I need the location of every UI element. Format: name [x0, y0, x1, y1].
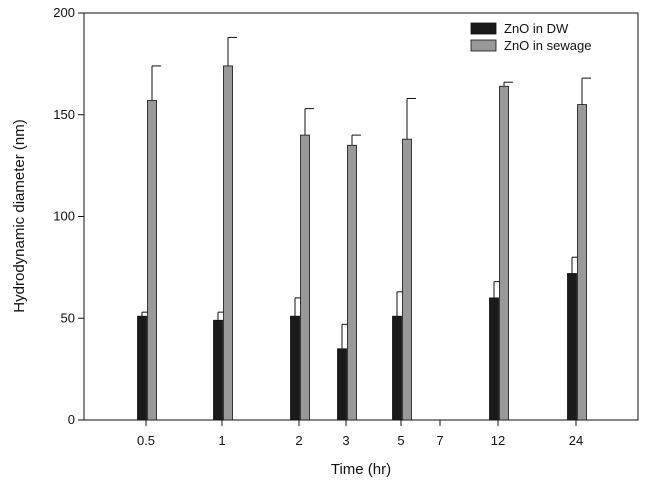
x-tick-label: 2 [295, 433, 302, 448]
x-tick-label: 5 [397, 433, 404, 448]
bar-dw [290, 315, 300, 421]
y-axis-ticks: 0 50 100 150 200 [53, 5, 84, 427]
legend-label: ZnO in sewage [504, 38, 591, 53]
bar-dw [567, 273, 577, 421]
bar-sewage [147, 100, 157, 421]
bar-sewage [499, 85, 509, 421]
x-tick-label: 7 [436, 433, 443, 448]
bar-sewage [577, 104, 587, 421]
x-tick-label: 1 [218, 433, 225, 448]
plot-area [83, 12, 639, 421]
bar-sewage [300, 134, 310, 421]
x-tick-label: 3 [342, 433, 349, 448]
plot-frame [83, 12, 639, 421]
bar-dw [337, 348, 347, 421]
x-axis-ticks: 0.5 1 2 3 5 7 12 24 [137, 420, 583, 448]
bar-dw [213, 319, 223, 421]
bar-dw [392, 315, 402, 421]
y-tick-label: 150 [53, 107, 75, 122]
y-axis-title: Hydrodynamic diameter (nm) [11, 119, 28, 312]
y-tick-label: 100 [53, 209, 75, 224]
bar-sewage [402, 138, 412, 421]
legend-swatch [470, 22, 497, 35]
y-tick-label: 0 [68, 412, 75, 427]
x-tick-label: 0.5 [137, 433, 155, 448]
y-tick-label: 50 [61, 310, 75, 325]
bar-sewage [223, 65, 233, 421]
x-tick-label: 24 [569, 433, 583, 448]
x-axis-title: Time (hr) [331, 461, 391, 478]
y-tick-label: 200 [53, 5, 75, 20]
bar-dw [137, 315, 147, 421]
bar-dw [489, 297, 499, 421]
legend: ZnO in DW ZnO in sewage [470, 21, 591, 53]
bar-sewage [347, 144, 357, 421]
x-tick-label: 12 [491, 433, 505, 448]
legend-label: ZnO in DW [504, 21, 569, 36]
legend-swatch [470, 39, 497, 52]
